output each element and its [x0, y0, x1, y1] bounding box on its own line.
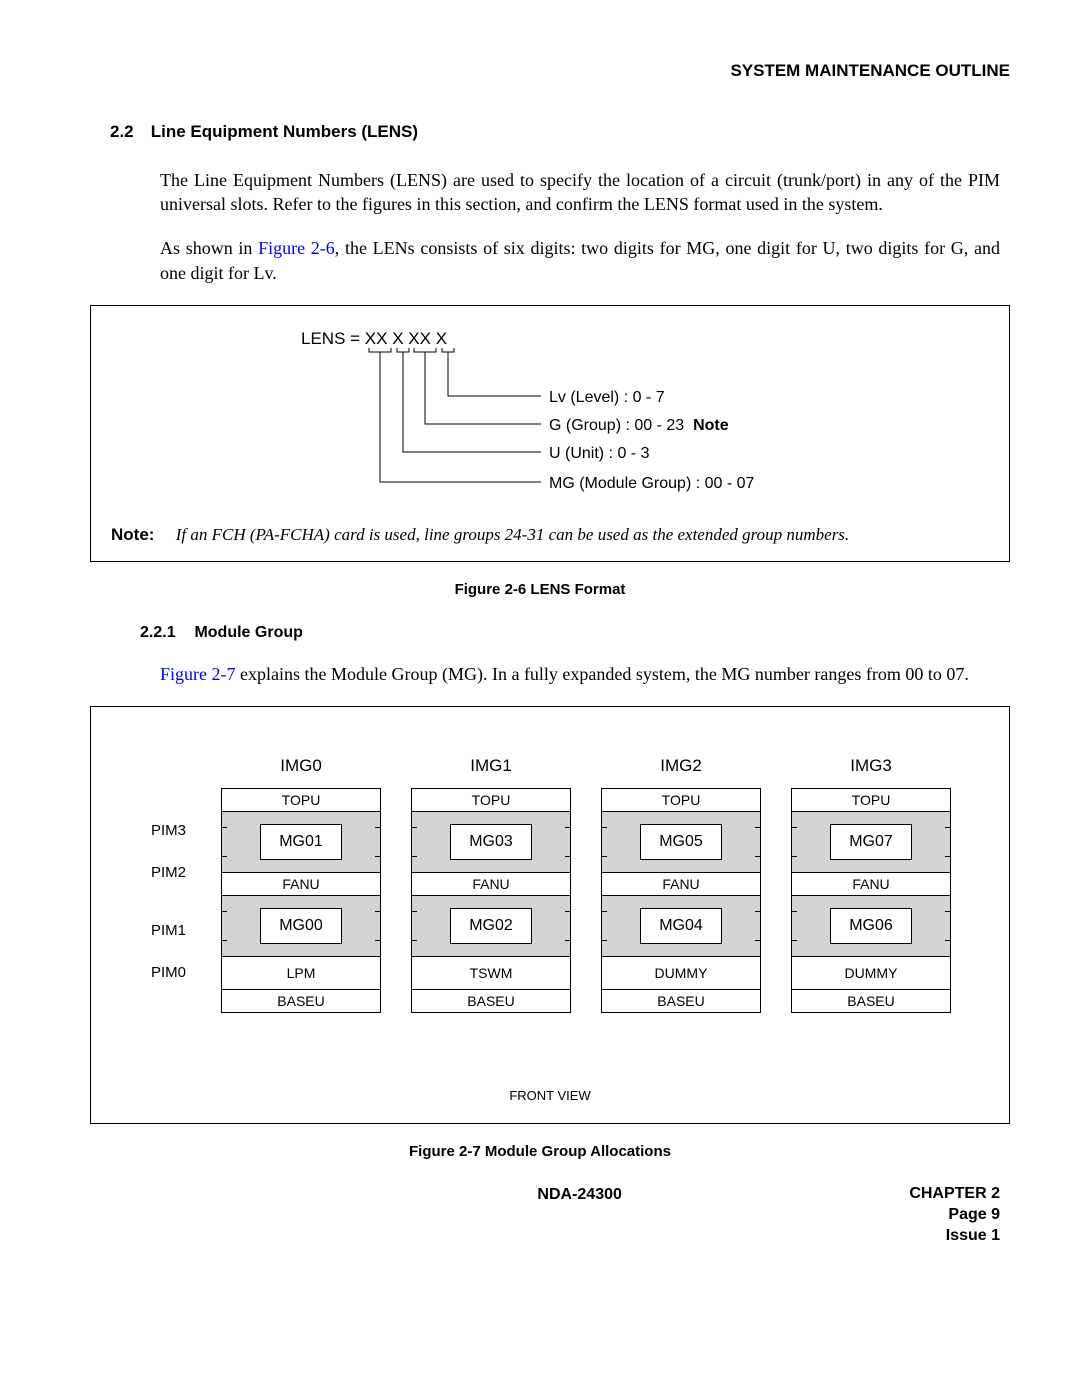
module-column-2: IMG2 TOPU MG05 FANU MG04 DUMMYBASEU [601, 755, 761, 1013]
subsection-number: 2.2.1 [140, 622, 190, 644]
topu-cell: TOPU [601, 788, 761, 812]
mg-hi-cell-label: MG03 [450, 824, 532, 860]
fanu-cell: FANU [791, 872, 951, 896]
footer-issue: Issue 1 [909, 1226, 1000, 1247]
lens-label-g-note: Note [693, 417, 729, 434]
lens-label-mg: MG (Module Group) : 00 - 07 [549, 473, 754, 495]
column-title: IMG0 [221, 755, 381, 778]
module-column-0: IMG0 TOPU MG01 FANU MG00 LPMBASEU [221, 755, 381, 1013]
figure-2-6-box: LENS = XX X XX X [90, 305, 1010, 562]
topu-cell: TOPU [411, 788, 571, 812]
footer-page: Page 9 [909, 1205, 1000, 1226]
mg-lo-cell: MG06 [791, 895, 951, 957]
mg-hi-cell-label: MG01 [260, 824, 342, 860]
pim1-label: PIM1 [151, 921, 186, 941]
column-title: IMG3 [791, 755, 951, 778]
mg-lo-cell-label: MG04 [640, 908, 722, 944]
mg-lo-cell-label: MG02 [450, 908, 532, 944]
pim2-label: PIM2 [151, 863, 186, 883]
lens-diagram: LENS = XX X XX X [111, 324, 989, 524]
section-para-2: As shown in Figure 2-6, the LENs consist… [160, 236, 1000, 285]
mg-lo-cell-label: MG00 [260, 908, 342, 944]
page-footer: NDA-24300 CHAPTER 2 Page 9 Issue 1 [70, 1184, 1010, 1246]
figure-2-7-box: PIM3 PIM2 PIM1 PIM0 IMG0 TOPU MG01 FANU MG00… [90, 706, 1010, 1124]
mid-cell: TSWM [411, 956, 571, 990]
section-para-1: The Line Equipment Numbers (LENS) are us… [160, 168, 1000, 217]
module-group-diagram: PIM3 PIM2 PIM1 PIM0 IMG0 TOPU MG01 FANU MG00… [111, 725, 989, 1075]
baseu-cell: BASEU [791, 989, 951, 1013]
column-title: IMG2 [601, 755, 761, 778]
section-heading: 2.2 Line Equipment Numbers (LENS) [110, 121, 1010, 144]
column-title: IMG1 [411, 755, 571, 778]
mg-hi-cell: MG07 [791, 811, 951, 873]
baseu-cell: BASEU [411, 989, 571, 1013]
lens-label-lv: Lv (Level) : 0 - 7 [549, 387, 665, 409]
module-column-1: IMG1 TOPU MG03 FANU MG02 TSWMBASEU [411, 755, 571, 1013]
mid-cell: DUMMY [601, 956, 761, 990]
subsection-heading: 2.2.1 Module Group [140, 622, 1010, 644]
lens-label-g: G (Group) : 00 - 23 Note [549, 415, 729, 437]
mg-lo-cell-label: MG06 [830, 908, 912, 944]
fanu-cell: FANU [411, 872, 571, 896]
section-title: Line Equipment Numbers (LENS) [151, 122, 418, 141]
mg-lo-cell: MG02 [411, 895, 571, 957]
topu-cell: TOPU [221, 788, 381, 812]
pim3-label: PIM3 [151, 821, 186, 841]
baseu-cell: BASEU [601, 989, 761, 1013]
mg-lo-cell: MG04 [601, 895, 761, 957]
topu-cell: TOPU [791, 788, 951, 812]
figure-2-6-caption: Figure 2-6 LENS Format [70, 580, 1010, 600]
section-number: 2.2 [110, 121, 146, 144]
pim0-label: PIM0 [151, 963, 186, 983]
footer-chapter: CHAPTER 2 [909, 1184, 1000, 1205]
mg-hi-cell-label: MG07 [830, 824, 912, 860]
fanu-cell: FANU [221, 872, 381, 896]
figure-2-6-link[interactable]: Figure 2-6 [258, 238, 335, 258]
front-view-label: FRONT VIEW [111, 1087, 989, 1105]
figure-2-7-link[interactable]: Figure 2-7 [160, 664, 236, 684]
mg-lo-cell: MG00 [221, 895, 381, 957]
mg-hi-cell: MG05 [601, 811, 761, 873]
mg-hi-cell: MG01 [221, 811, 381, 873]
lens-label-u: U (Unit) : 0 - 3 [549, 443, 649, 465]
baseu-cell: BASEU [221, 989, 381, 1013]
footer-doc: NDA-24300 [250, 1184, 909, 1206]
module-column-3: IMG3 TOPU MG07 FANU MG06 DUMMYBASEU [791, 755, 951, 1013]
page-header: SYSTEM MAINTENANCE OUTLINE [70, 60, 1010, 83]
mg-hi-cell: MG03 [411, 811, 571, 873]
mid-cell: LPM [221, 956, 381, 990]
mid-cell: DUMMY [791, 956, 951, 990]
figure-2-7-caption: Figure 2-7 Module Group Allocations [70, 1142, 1010, 1162]
subsection-title: Module Group [194, 624, 302, 641]
mg-hi-cell-label: MG05 [640, 824, 722, 860]
fanu-cell: FANU [601, 872, 761, 896]
subsection-para: Figure 2-7 explains the Module Group (MG… [160, 662, 1000, 686]
subsection-para-b: explains the Module Group (MG). In a ful… [236, 664, 969, 684]
lens-label-g-text: G (Group) : 00 - 23 [549, 417, 684, 434]
para2-a: As shown in [160, 238, 258, 258]
